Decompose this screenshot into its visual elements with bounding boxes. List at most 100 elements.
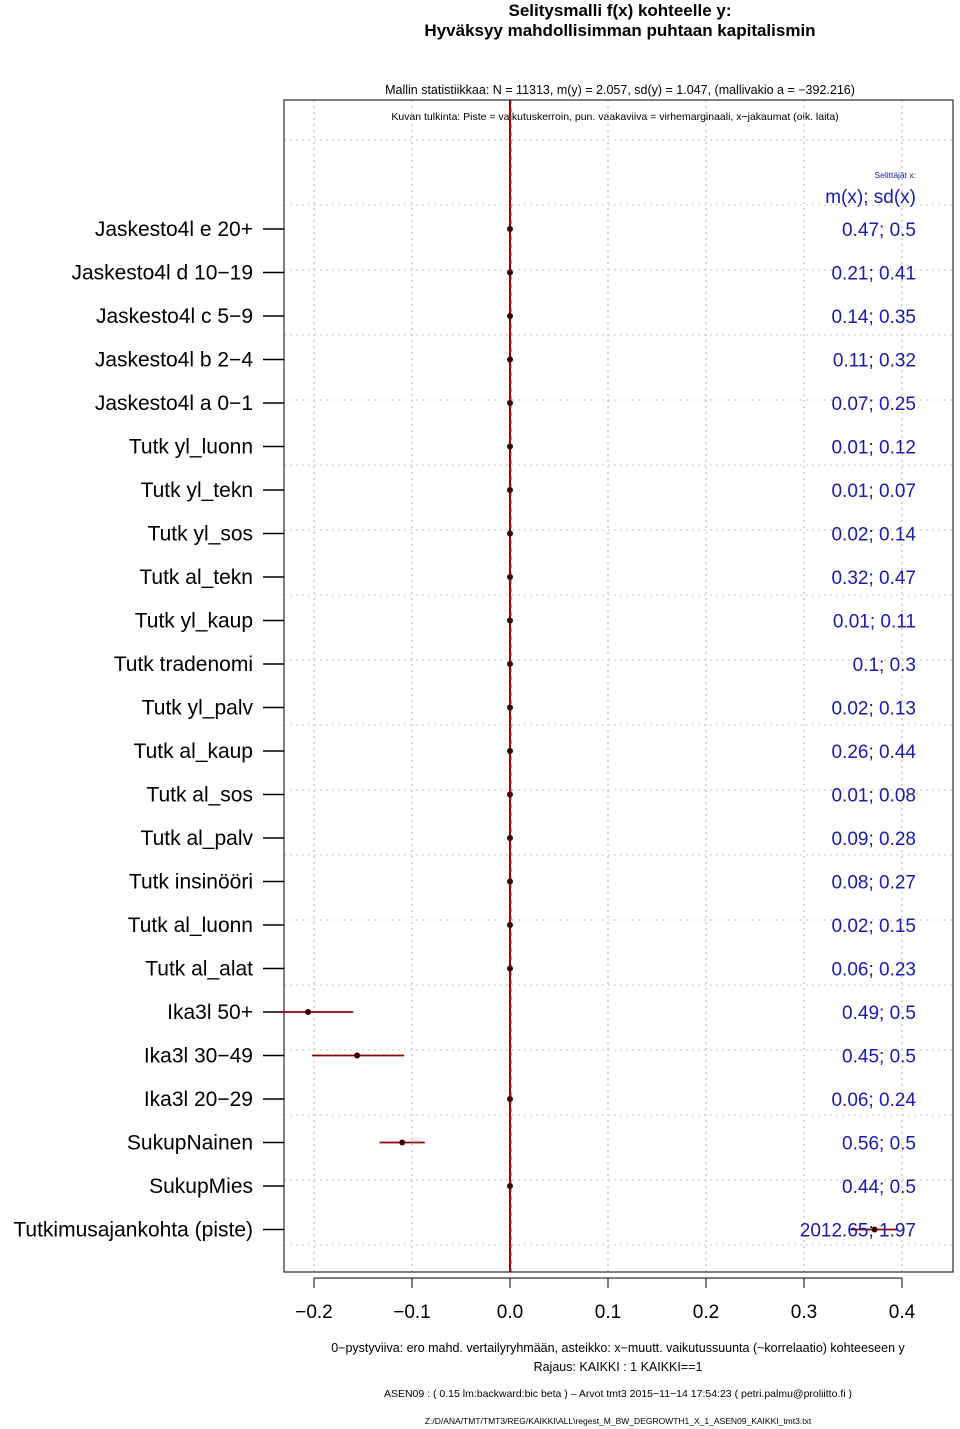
coef-point <box>507 922 513 928</box>
coef-point <box>507 704 513 711</box>
x-tick-label: 0.0 <box>497 1302 523 1323</box>
x-stats-label: 2012.65; 1.97 <box>800 1221 916 1242</box>
x-stats-label: 0.08; 0.27 <box>831 873 916 894</box>
coef-point <box>507 400 513 406</box>
coef-point <box>507 791 513 798</box>
run-info: ASEN09 : ( 0.15 lm:backward:bic beta ) –… <box>384 1388 852 1400</box>
y-tick-label: Ika3l 20−29 <box>144 1088 253 1111</box>
coef-point <box>507 835 513 841</box>
y-tick-label: Tutk al_palv <box>141 827 254 850</box>
coef-row: Ika3l 30−49 0.45; 0.5 <box>144 1045 916 1068</box>
file-path: Z:/D/ANA/TMT/TMT3/REG/KAIKKI\ALL\regest_… <box>425 1416 812 1426</box>
coef-point <box>507 748 513 754</box>
x-stats-label: 0.21; 0.41 <box>831 264 916 285</box>
x-tick-label: 0.2 <box>693 1302 719 1323</box>
x-tick-label: −0.2 <box>295 1302 333 1323</box>
row-group: Jaskesto4l e 20+ 0.47; 0.5 Jaskesto4l d 10… <box>13 218 916 1242</box>
coef-point <box>507 269 513 276</box>
x-tick-label: 0.4 <box>889 1302 916 1323</box>
restriction-note: Rajaus: KAIKKI : 1 KAIKKI==1 <box>534 1360 703 1374</box>
coef-row: Tutk yl_luonn 0.01; 0.12 <box>129 436 916 459</box>
y-tick-label: Tutk al_kaup <box>134 740 253 763</box>
coef-row: Tutk al_alat 0.06; 0.23 <box>145 958 916 981</box>
coef-point <box>507 356 513 363</box>
x-stats-label: 0.56; 0.5 <box>842 1134 916 1155</box>
y-tick-label: SukupNainen <box>127 1132 253 1155</box>
y-tick-label: Tutk yl_luonn <box>129 436 253 459</box>
y-tick-label: Tutk al_luonn <box>128 914 253 937</box>
coef-row: SukupNainen 0.56; 0.5 <box>127 1132 916 1155</box>
x-axis: −0.2 −0.1 0.0 0.1 0.2 0.3 0.4 <box>295 1277 916 1323</box>
chart-title-line1: Selitysmalli f(x) kohteelle y: <box>509 1 732 20</box>
y-tick-label: Ika3l 30−49 <box>144 1045 253 1068</box>
y-tick-label: Jaskesto4l e 20+ <box>95 218 253 241</box>
coef-point <box>507 965 513 972</box>
y-tick-label: Tutk yl_palv <box>142 697 254 720</box>
coef-row: Jaskesto4l c 5−9 0.14; 0.35 <box>96 305 916 328</box>
coef-row: Tutk al_tekn 0.32; 0.47 <box>139 566 916 589</box>
coef-point <box>507 530 513 537</box>
model-stats: Mallin statistiikkaa: N = 11313, m(y) = … <box>385 83 855 97</box>
coef-row: Tutk tradenomi 0.1; 0.3 <box>114 653 916 676</box>
coef-row: SukupMies 0.44; 0.5 <box>149 1175 916 1198</box>
y-tick-label: Tutk al_tekn <box>139 566 253 589</box>
coef-point <box>507 443 513 450</box>
coef-point <box>354 1052 361 1059</box>
x-stats-label: 0.32; 0.47 <box>831 568 916 589</box>
x-stats-label: 0.09; 0.28 <box>831 829 916 850</box>
coef-row: Tutk yl_kaup 0.01; 0.11 <box>135 610 916 633</box>
x-stats-label: 0.06; 0.23 <box>831 960 916 981</box>
coef-row: Tutk al_palv 0.09; 0.28 <box>141 827 916 850</box>
x-stats-label: 0.45; 0.5 <box>842 1047 916 1068</box>
coef-row: Tutk al_sos 0.01; 0.08 <box>146 784 916 807</box>
y-tick-label: Jaskesto4l a 0−1 <box>95 392 253 415</box>
x-stats-label: 0.44; 0.5 <box>842 1177 916 1198</box>
x-stats-label: 0.02; 0.14 <box>831 525 916 546</box>
coef-point <box>399 1139 406 1146</box>
coef-point <box>507 1183 513 1189</box>
coef-row: Tutk yl_sos 0.02; 0.14 <box>148 523 917 546</box>
chart-title-line2: Hyväksyy mahdollisimman puhtaan kapitali… <box>424 21 815 40</box>
coef-row: Jaskesto4l a 0−1 0.07; 0.25 <box>95 392 916 415</box>
x-stats-label: 0.14; 0.35 <box>831 307 916 328</box>
x-stats-label: 0.01; 0.08 <box>831 786 916 807</box>
coef-row: Tutk al_kaup 0.26; 0.44 <box>134 740 917 763</box>
y-tick-label: Jaskesto4l d 10−19 <box>71 262 253 285</box>
x-stats-label: 0.11; 0.32 <box>833 351 916 372</box>
y-tick-label: SukupMies <box>149 1175 253 1198</box>
coef-row: Tutkimusajankohta (piste) 2012.65; 1.97 <box>13 1219 916 1242</box>
x-stats-label: 0.49; 0.5 <box>842 1003 916 1024</box>
x-stats-label: 0.01; 0.07 <box>831 481 916 502</box>
y-tick-label: Tutk al_sos <box>146 784 253 807</box>
y-tick-label: Tutk tradenomi <box>114 653 253 676</box>
coef-row: Ika3l 20−29 0.06; 0.24 <box>144 1088 917 1111</box>
x-stats-label: 0.26; 0.44 <box>831 742 916 763</box>
plot-box <box>283 99 954 1273</box>
x-stats-label: 0.47; 0.5 <box>842 220 916 241</box>
x-axis-note: 0−pystyviiva: ero mahd. vertailyryhmään,… <box>331 1341 905 1355</box>
y-tick-label: Tutk insinööri <box>129 871 253 894</box>
coef-point <box>507 878 513 885</box>
coef-row: Tutk insinööri 0.08; 0.27 <box>129 871 916 894</box>
x-stats-label: 0.06; 0.24 <box>831 1090 916 1111</box>
coef-row: Jaskesto4l d 10−19 0.21; 0.41 <box>71 262 916 285</box>
x-stats-label: 0.01; 0.12 <box>831 438 916 459</box>
x-tick-label: 0.1 <box>595 1302 621 1323</box>
coef-row: Ika3l 50+ 0.49; 0.5 <box>167 1001 916 1024</box>
coef-point <box>507 617 513 624</box>
x-stats-label: 0.1; 0.3 <box>853 655 916 676</box>
x-stats-label: 0.02; 0.13 <box>831 699 916 720</box>
coef-row: Tutk yl_palv 0.02; 0.13 <box>142 697 916 720</box>
y-tick-label: Jaskesto4l c 5−9 <box>96 305 253 328</box>
y-tick-label: Tutkimusajankohta (piste) <box>13 1219 253 1242</box>
y-tick-label: Ika3l 50+ <box>167 1001 253 1024</box>
legend-note: Kuvan tulkinta: Piste = vaikutuskerroin,… <box>391 111 838 123</box>
coef-point <box>305 1009 312 1015</box>
x-tick-label: 0.3 <box>791 1302 817 1323</box>
coef-row: Jaskesto4l e 20+ 0.47; 0.5 <box>95 218 916 241</box>
coef-point <box>507 313 513 319</box>
x-tick-label: −0.1 <box>393 1302 431 1323</box>
right-header: m(x); sd(x) <box>825 187 916 208</box>
x-stats-label: 0.01; 0.11 <box>833 612 916 633</box>
